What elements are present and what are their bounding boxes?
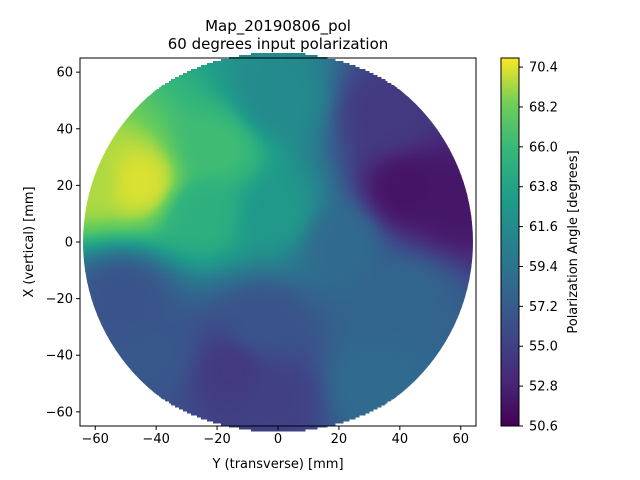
heatmap-cell [427,113,430,116]
heatmap-cell [435,123,438,126]
heatmap-cell [137,103,140,106]
heatmap-cell [431,117,434,120]
heatmap-cell [419,105,422,108]
heatmap-cell [421,107,424,110]
heatmap-cell [425,111,428,114]
heatmap-cell [443,133,446,136]
heatmap-cell [121,119,124,122]
heatmap-cell [119,121,122,124]
heatmap-cell [439,129,442,132]
heatmap-cell [433,119,436,122]
figure: Map_20190806_pol 60 degrees input polari… [0,0,640,480]
heatmap-cell [435,121,438,124]
heatmap-cell [121,121,124,124]
heatmap-cell [441,133,444,136]
heatmap-cell [133,107,136,110]
heatmap-cell [437,125,440,128]
heatmap-cell [423,109,426,112]
heatmap-cell [111,131,114,134]
heatmap-cell [441,129,444,132]
heatmap-cell [443,131,446,134]
heatmap-cell [431,119,434,122]
heatmap-cell [429,115,432,118]
heatmap-cell [129,111,132,114]
heatmap-cell [119,123,122,126]
chart-title: Map_20190806_pol [205,17,351,36]
heatmap-cell [131,109,134,112]
heatmap-cell [111,135,114,138]
heatmap-cell [123,117,126,120]
heatmap-cell [433,121,436,124]
heatmap-cell [127,113,130,116]
heatmap-cell [113,129,116,132]
heatmap-cell [437,127,440,130]
heatmap-cell [429,117,432,120]
heatmap-cell [117,125,120,128]
heatmap-cell [417,103,420,106]
chart-subtitle: 60 degrees input polarization [168,35,389,53]
heatmap-cell [111,133,114,136]
heatmap-cell [135,105,138,108]
heatmap-cell [439,127,442,130]
heatmap-cell [441,131,444,134]
heatmap-cell [125,115,128,118]
heatmap-cell [115,129,118,132]
heatmap-disk [83,53,474,432]
heatmap-cell [113,131,116,134]
heatmap-cell [115,127,118,130]
heatmap-cell [109,135,112,138]
